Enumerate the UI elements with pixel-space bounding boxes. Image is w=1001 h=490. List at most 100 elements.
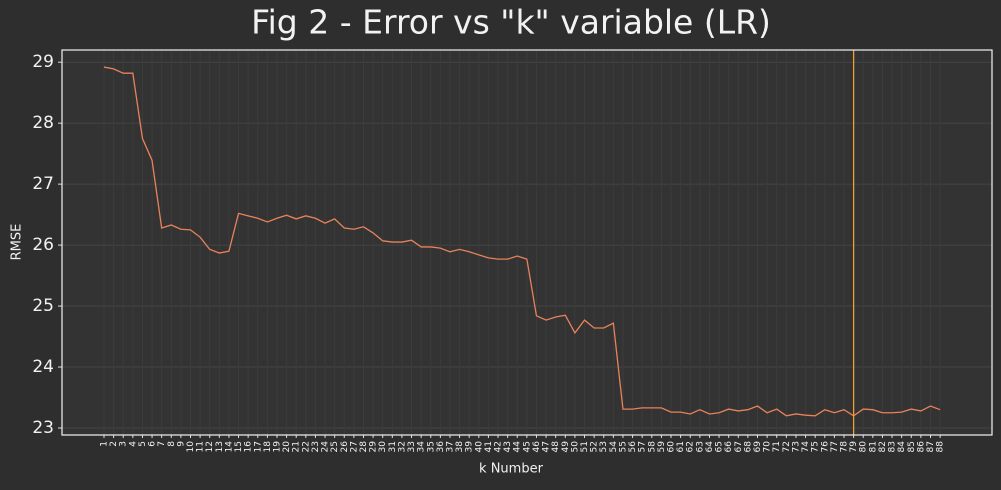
x-tick-label: 41 bbox=[484, 441, 494, 452]
x-tick-label: 58 bbox=[647, 441, 657, 453]
x-tick-label: 55 bbox=[618, 441, 628, 452]
x-tick-label: 43 bbox=[503, 441, 513, 452]
x-tick-label: 37 bbox=[445, 441, 455, 452]
x-tick-label: 12 bbox=[205, 441, 215, 452]
x-tick-label: 39 bbox=[465, 441, 475, 453]
x-tick-label: 54 bbox=[609, 441, 619, 453]
x-tick-label: 33 bbox=[407, 441, 417, 452]
x-tick-label: 40 bbox=[474, 441, 484, 453]
x-tick-label: 57 bbox=[638, 441, 648, 452]
x-tick-label: 3 bbox=[119, 441, 129, 447]
x-tick-label: 31 bbox=[388, 441, 398, 452]
x-tick-label: 76 bbox=[820, 441, 830, 453]
x-tick-label: 9 bbox=[176, 441, 186, 447]
x-tick-label: 88 bbox=[936, 441, 946, 453]
x-tick-label: 13 bbox=[215, 441, 225, 452]
x-tick-label: 17 bbox=[253, 441, 263, 452]
x-tick-label: 21 bbox=[292, 441, 302, 452]
x-tick-label: 24 bbox=[321, 441, 331, 453]
x-tick-label: 8 bbox=[167, 441, 177, 447]
x-tick-label: 18 bbox=[263, 441, 273, 453]
plot-border bbox=[61, 49, 993, 436]
x-tick-label: 30 bbox=[378, 441, 388, 453]
x-tick-label: 83 bbox=[888, 441, 898, 452]
x-tick-label: 38 bbox=[455, 441, 465, 453]
x-tick-label: 48 bbox=[551, 441, 561, 453]
x-tick-label: 34 bbox=[417, 441, 427, 453]
x-tick-label: 29 bbox=[369, 441, 379, 453]
x-tick-label: 50 bbox=[570, 441, 580, 453]
x-tick-label: 26 bbox=[340, 441, 350, 453]
x-tick-label: 25 bbox=[330, 441, 340, 452]
x-tick-label: 79 bbox=[849, 441, 859, 453]
x-tick-label: 14 bbox=[224, 441, 234, 453]
x-tick-label: 65 bbox=[715, 441, 725, 452]
x-tick-label: 84 bbox=[897, 441, 907, 453]
x-tick-label: 10 bbox=[186, 441, 196, 453]
x-tick-label: 67 bbox=[734, 441, 744, 452]
y-tick-label: 25 bbox=[32, 296, 54, 316]
x-tick-label: 87 bbox=[926, 441, 936, 452]
x-tick-label: 68 bbox=[743, 441, 753, 453]
x-tick-label: 61 bbox=[676, 441, 686, 452]
x-tick-label: 78 bbox=[839, 441, 849, 453]
x-axis-label: k Number bbox=[479, 462, 544, 477]
x-tick-label: 49 bbox=[561, 441, 571, 453]
x-tick-label: 1 bbox=[99, 441, 109, 447]
x-tick-label: 28 bbox=[359, 441, 369, 453]
x-tick-label: 53 bbox=[599, 441, 609, 452]
x-tick-label: 80 bbox=[859, 441, 869, 453]
line-series bbox=[103, 66, 941, 417]
x-tick-label: 72 bbox=[782, 441, 792, 452]
x-tick-label: 44 bbox=[513, 441, 523, 453]
x-tick-label: 64 bbox=[705, 441, 715, 453]
x-tick-label: 59 bbox=[657, 441, 667, 453]
y-tick-label: 24 bbox=[32, 357, 54, 377]
y-tick-label: 29 bbox=[32, 52, 54, 72]
x-tick-label: 85 bbox=[907, 441, 917, 452]
x-tick-label: 20 bbox=[282, 441, 292, 453]
x-tick-label: 52 bbox=[590, 441, 600, 452]
y-tick-label: 28 bbox=[32, 113, 54, 133]
x-tick-label: 7 bbox=[157, 441, 167, 447]
x-tick-label: 5 bbox=[138, 441, 148, 447]
y-tick-label: 26 bbox=[32, 235, 54, 255]
x-tick-label: 86 bbox=[916, 441, 926, 453]
x-tick-label: 16 bbox=[244, 441, 254, 453]
x-tick-label: 2 bbox=[109, 441, 119, 447]
x-tick-label: 75 bbox=[811, 441, 821, 452]
x-tick-label: 69 bbox=[753, 441, 763, 453]
x-tick-label: 81 bbox=[868, 441, 878, 452]
x-tick-label: 4 bbox=[128, 441, 138, 447]
x-tick-label: 56 bbox=[628, 441, 638, 453]
x-tick-label: 32 bbox=[397, 441, 407, 452]
x-tick-label: 27 bbox=[349, 441, 359, 452]
x-tick-label: 42 bbox=[494, 441, 504, 452]
x-tick-label: 22 bbox=[301, 441, 311, 452]
x-tick-label: 73 bbox=[791, 441, 801, 452]
x-tick-label: 66 bbox=[724, 441, 734, 453]
x-tick-label: 51 bbox=[580, 441, 590, 452]
chart-title: Fig 2 - Error vs "k" variable (LR) bbox=[251, 3, 771, 42]
x-tick-label: 82 bbox=[878, 441, 888, 452]
x-tick-label: 60 bbox=[667, 441, 677, 453]
x-tick-label: 15 bbox=[234, 441, 244, 452]
x-tick-label: 35 bbox=[426, 441, 436, 452]
x-tick-label: 77 bbox=[830, 441, 840, 452]
x-tick-label: 62 bbox=[686, 441, 696, 452]
y-tick-label: 27 bbox=[32, 174, 54, 194]
x-tick-label: 11 bbox=[196, 441, 206, 452]
x-tick-label: 47 bbox=[542, 441, 552, 452]
x-tick-label: 46 bbox=[532, 441, 542, 453]
x-tick-label: 6 bbox=[148, 441, 158, 447]
x-tick-label: 74 bbox=[801, 441, 811, 453]
x-tick-label: 45 bbox=[522, 441, 532, 452]
x-tick-label: 19 bbox=[272, 441, 282, 453]
x-tick-label: 23 bbox=[311, 441, 321, 452]
y-tick-label: 23 bbox=[32, 418, 54, 438]
y-axis-label: RMSE bbox=[10, 224, 25, 261]
x-tick-label: 71 bbox=[772, 441, 782, 452]
x-tick-label: 63 bbox=[695, 441, 705, 452]
x-tick-label: 70 bbox=[763, 441, 773, 453]
